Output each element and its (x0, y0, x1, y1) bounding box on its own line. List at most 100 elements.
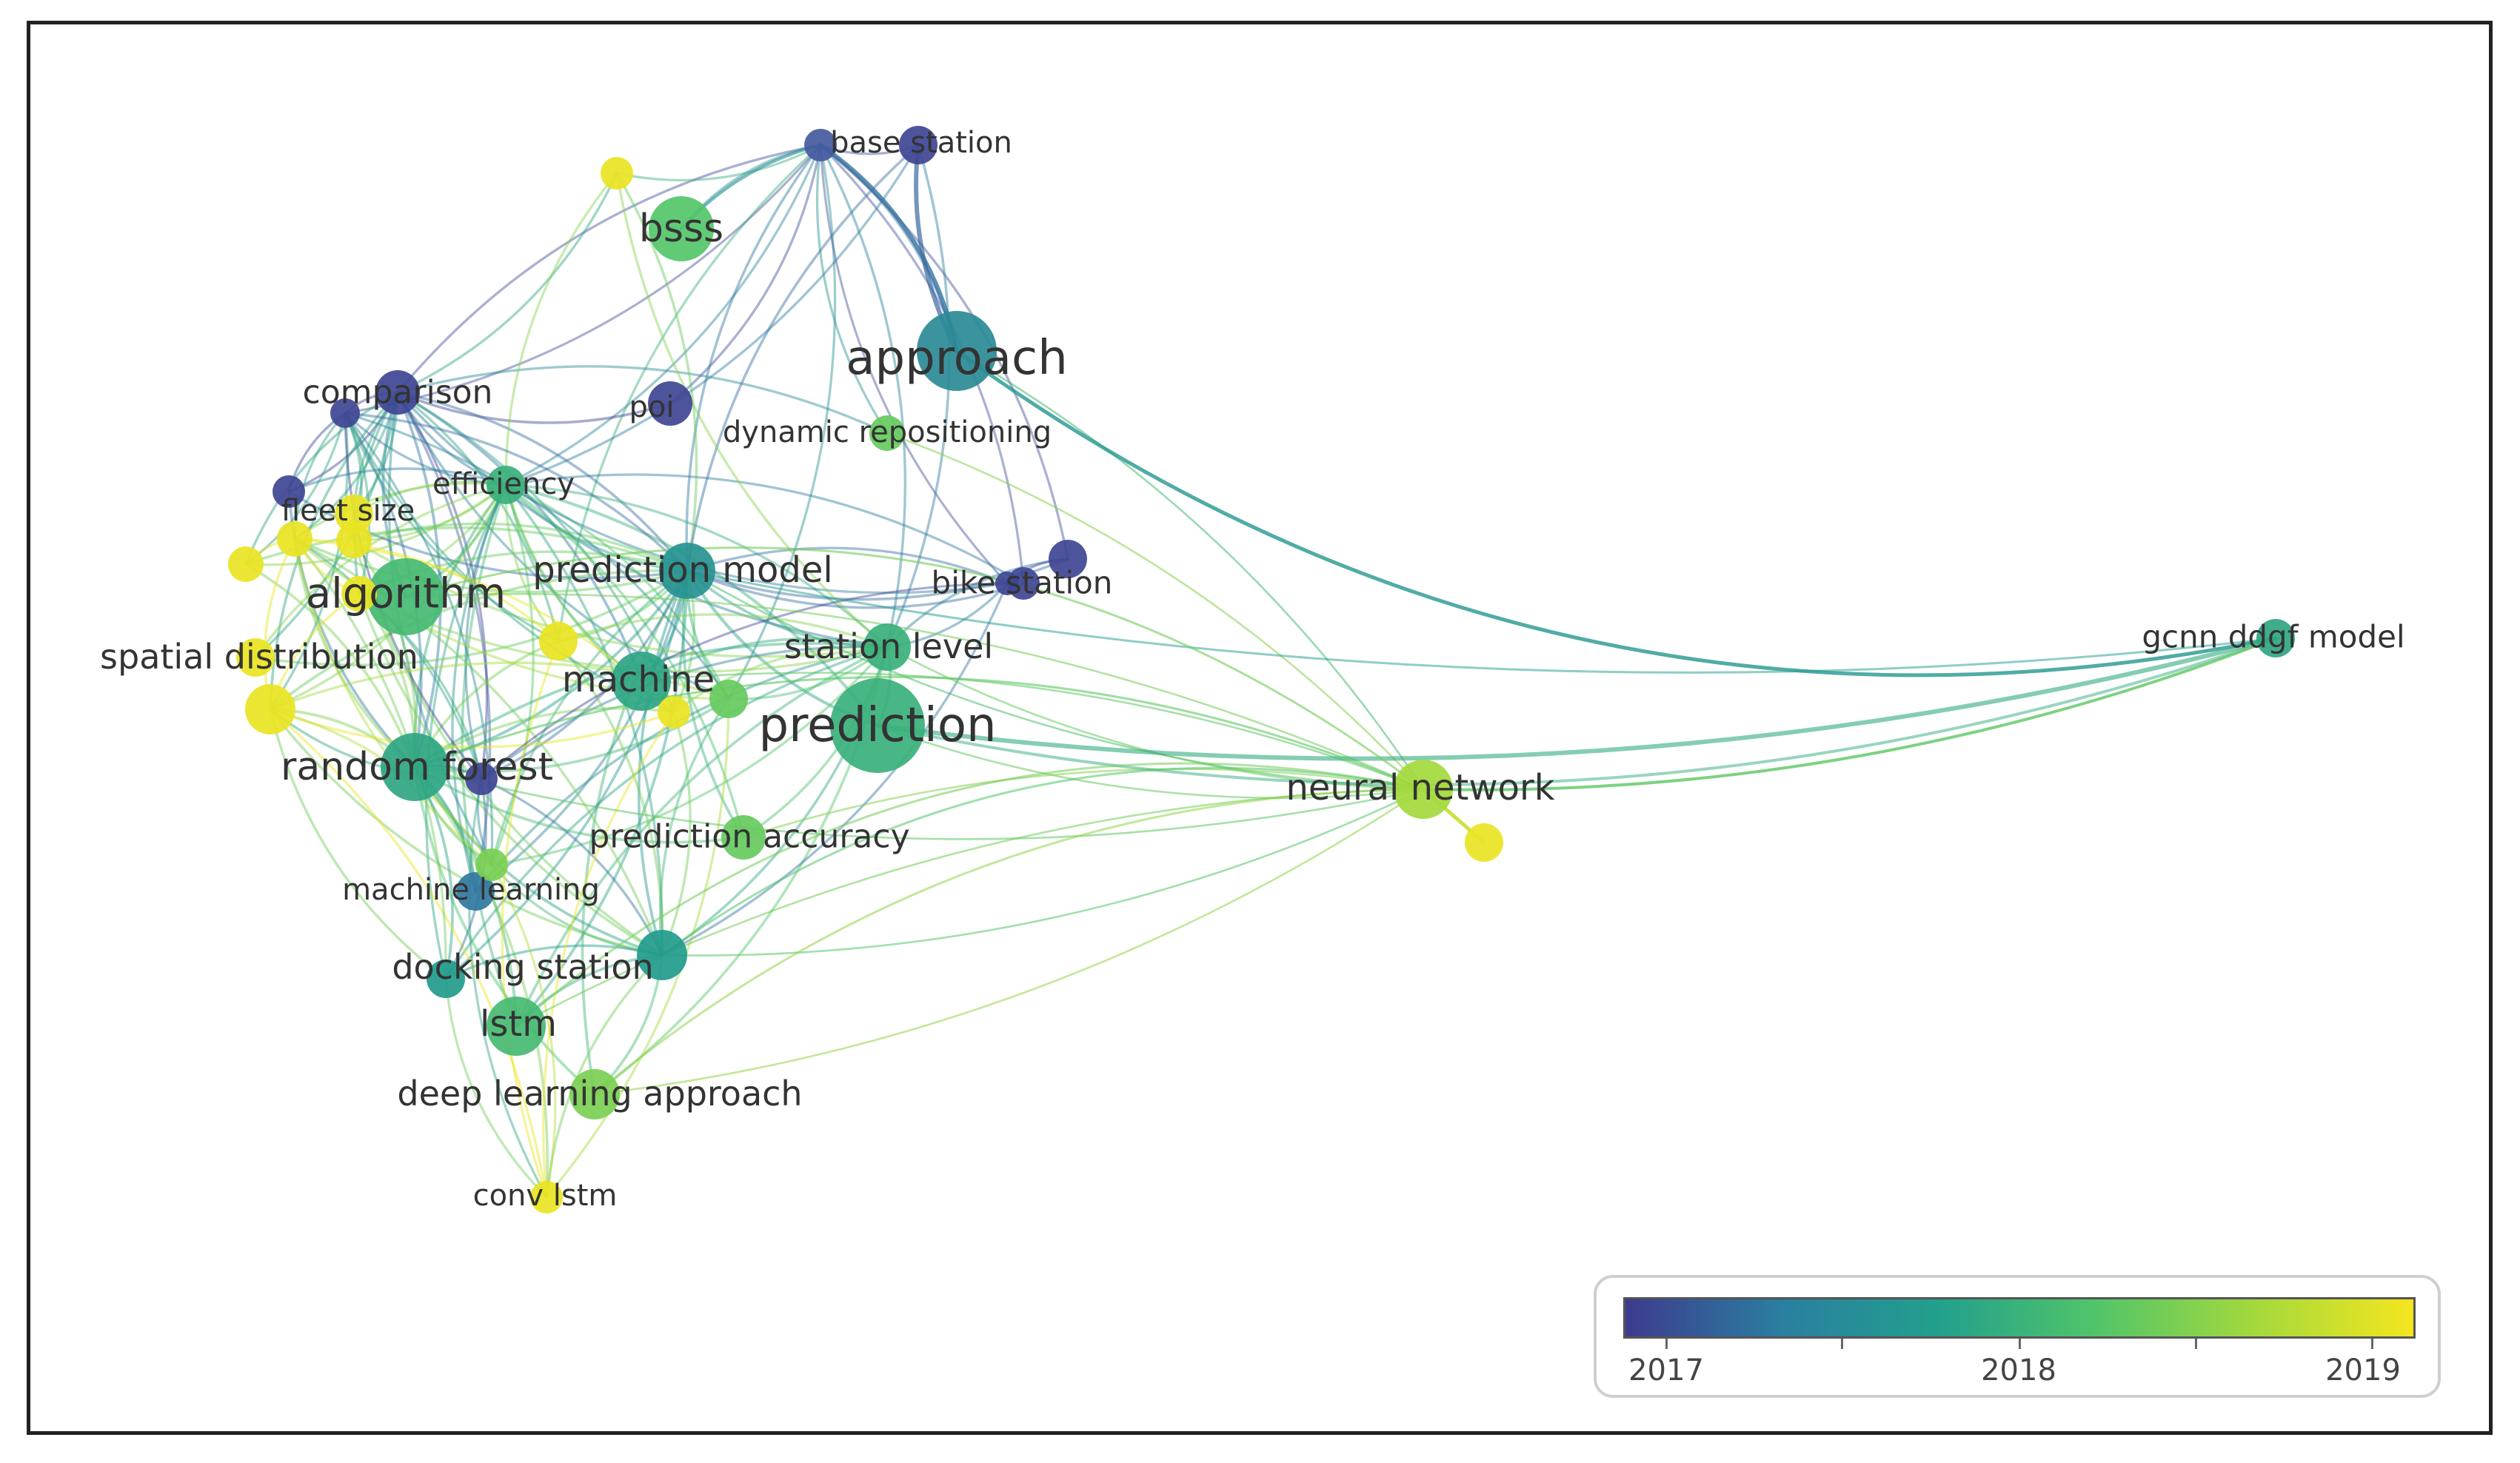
network-node-unlabeled[interactable] (1049, 540, 1087, 578)
node-label-prediction: prediction (758, 698, 996, 753)
network-node-unlabeled[interactable] (1465, 823, 1503, 862)
network-link (344, 412, 560, 643)
network-link (244, 483, 507, 566)
network-link (886, 432, 1425, 791)
network-link (468, 777, 548, 1199)
network-link (254, 569, 689, 666)
network-node-machine-learning[interactable] (456, 872, 495, 911)
network-link (269, 708, 483, 780)
network-link (876, 637, 2277, 786)
network-node-deep-learning-approach[interactable] (569, 1069, 620, 1119)
network-link (413, 766, 549, 1199)
network-node-neural-network[interactable] (1394, 760, 1453, 819)
network-node-unlabeled[interactable] (465, 763, 498, 795)
network-link (474, 569, 689, 893)
network-node-unlabeled[interactable] (245, 684, 295, 734)
network-link (593, 788, 1425, 1096)
year-gradient-bar (1623, 1297, 2416, 1339)
network-link (593, 788, 1425, 1096)
network-node-unlabeled[interactable] (899, 126, 938, 164)
year-color-legend: 2017 2018 2019 (1594, 1275, 2441, 1398)
node-label-lstm: lstm (480, 1003, 557, 1045)
network-link (444, 569, 689, 980)
network-link (686, 546, 1009, 585)
node-label-spatial-distribution: spatial distribution (100, 637, 418, 677)
network-node-unlabeled[interactable] (601, 157, 633, 190)
network-link (444, 944, 664, 980)
network-link (396, 391, 689, 572)
network-link (686, 144, 920, 572)
network-link (244, 563, 416, 769)
network-link (557, 144, 822, 643)
network-node-unlabeled[interactable] (995, 572, 1019, 595)
network-node-unlabeled[interactable] (427, 960, 465, 998)
network-link (661, 711, 692, 957)
network-node-unlabeled[interactable] (336, 523, 372, 558)
network-link (661, 582, 1009, 957)
network-node-unlabeled[interactable] (539, 622, 578, 660)
network-node-algorithm[interactable] (367, 558, 444, 635)
legend-label-2018: 2018 (1981, 1353, 2056, 1387)
network-link (404, 593, 1425, 791)
network-link (424, 483, 507, 980)
network-node-conv-lstm[interactable] (530, 1181, 563, 1213)
node-label-conv-lstm: conv lstm (473, 1179, 618, 1213)
network-node-machine[interactable] (612, 652, 671, 711)
network-node-station-level[interactable] (863, 623, 911, 671)
network-link (293, 391, 399, 540)
network-node-prediction[interactable] (830, 678, 925, 773)
network-node-unlabeled[interactable] (475, 848, 508, 881)
node-label-prediction-model: prediction model (532, 549, 833, 591)
network-node-comparison[interactable] (375, 370, 420, 415)
network-link (480, 777, 664, 957)
network-link (640, 672, 1425, 791)
network-link (244, 391, 399, 566)
network-link (396, 391, 492, 893)
network-link (542, 711, 675, 1199)
node-label-comparison: comparison (303, 374, 493, 412)
network-node-efficiency[interactable] (487, 466, 525, 504)
network-link (293, 482, 507, 540)
network-node-bsss[interactable] (649, 196, 714, 261)
network-node-base-station[interactable] (804, 129, 837, 161)
network-link (352, 483, 507, 542)
network-nodes (228, 126, 2295, 1213)
network-link (269, 412, 349, 711)
network-node-unlabeled[interactable] (658, 696, 690, 729)
network-link (672, 645, 889, 714)
network-node-unlabeled[interactable] (341, 576, 377, 612)
network-node-unlabeled[interactable] (330, 398, 360, 428)
network-node-docking-station[interactable] (637, 930, 687, 980)
node-label-gcnn-ddgf-model: gcnn ddgf model (2142, 619, 2404, 655)
network-link (504, 473, 1025, 585)
network-link (269, 569, 689, 711)
network-link (269, 708, 548, 1199)
network-node-random-forest[interactable] (381, 733, 449, 801)
network-node-unlabeled[interactable] (273, 475, 305, 508)
network-node-dynamic-repositioning[interactable] (869, 415, 905, 451)
network-node-unlabeled[interactable] (709, 680, 748, 718)
network-node-fleet-size[interactable] (335, 495, 373, 533)
network-link (413, 766, 596, 1096)
network-node-gcnn-ddgf-model[interactable] (2256, 619, 2295, 657)
node-label-bike-station: bike station (932, 565, 1113, 601)
network-node-lstm[interactable] (487, 997, 546, 1056)
network-link (344, 412, 494, 866)
network-node-unlabeled[interactable] (228, 546, 264, 582)
network-link (396, 144, 822, 394)
network-link (640, 637, 889, 683)
network-link (661, 788, 1425, 957)
network-node-spatial-distribution[interactable] (236, 638, 275, 677)
network-link (396, 391, 889, 649)
network-link (615, 172, 889, 649)
network-node-prediction-accuracy[interactable] (721, 815, 766, 860)
network-link (955, 349, 1425, 791)
network-link (269, 708, 447, 980)
network-link (396, 391, 442, 769)
network-link (504, 483, 560, 643)
network-node-prediction-model[interactable] (659, 543, 715, 599)
network-node-approach[interactable] (917, 311, 997, 391)
network-link (815, 144, 889, 435)
network-node-unlabeled[interactable] (277, 521, 313, 557)
network-node-poi[interactable] (648, 381, 692, 426)
